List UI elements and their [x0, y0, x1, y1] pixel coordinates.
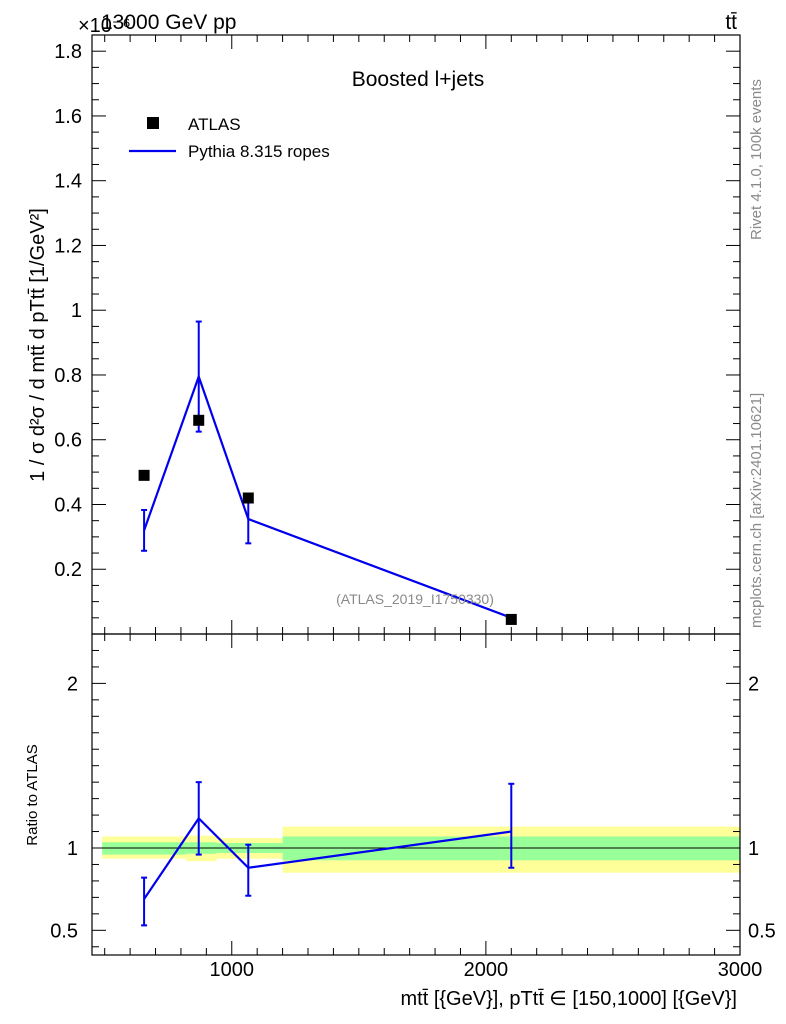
atlas-data-point	[242, 492, 254, 504]
x-tick-label: 1000	[210, 959, 255, 981]
ratio-plot-panel	[92, 781, 740, 927]
y-tick-label: 1.4	[54, 171, 82, 193]
rivet-version-label: Rivet 4.1.0, 100k events	[748, 79, 765, 240]
ratio-y-tick-label-right: 1	[748, 838, 759, 860]
y-tick-label: 1.8	[54, 41, 82, 63]
atlas-data-point	[138, 469, 150, 481]
ratio-y-tick-label-left: 1	[67, 838, 78, 860]
legend-label-pythia: Pythia 8.315 ropes	[188, 142, 330, 161]
header-right-title: tt̄	[725, 11, 737, 34]
atlas-data-point	[193, 414, 205, 426]
y-tick-label: 0.6	[54, 430, 82, 452]
axis-ticks: 1000 2000 3000 0.2 0.4 0.6 0.8 1 1.2 1.4 1.6 1.8 0.5…	[50, 34, 776, 981]
ratio-plot-frame	[91, 633, 741, 956]
mcplots-source-label: mcplots.cern.ch [arXiv:2401.10621]	[748, 393, 765, 628]
y-tick-label: 0.4	[54, 494, 82, 516]
legend-label-atlas: ATLAS	[188, 115, 241, 134]
y-tick-label: 0.8	[54, 365, 82, 387]
x-axis-label: mtt̄ [{GeV}], pTtt̄ ∈ [150,1000] [{GeV}]	[400, 988, 737, 1010]
pythia-series-line	[143, 373, 512, 619]
y-tick-label: 0.2	[54, 559, 82, 581]
ratio-y-tick-label-right: 2	[748, 673, 759, 695]
ratio-y-tick-label-left: 0.5	[50, 920, 78, 942]
y-tick-label: 1	[71, 300, 82, 322]
legend-marker-atlas	[147, 117, 159, 129]
header-left-title: 13000 GeV pp	[101, 11, 236, 34]
ratio-y-tick-label-left: 2	[67, 673, 78, 695]
y-tick-label: 1.2	[54, 235, 82, 257]
plot-title: Boosted l+jets	[352, 68, 485, 91]
y-tick-label: 1.6	[54, 106, 82, 128]
main-y-axis-label: 1 / σ d²σ / d mtt̄ d pTtt̄ [1/GeV²]	[27, 208, 49, 482]
y-multiplier-label: ×10⁻⁶	[78, 15, 131, 37]
pythia-ratio-line	[143, 816, 512, 900]
analysis-watermark: (ATLAS_2019_I1750330)	[336, 591, 494, 607]
ratio-y-tick-label-right: 0.5	[748, 920, 776, 942]
x-tick-label: 3000	[718, 959, 763, 981]
x-tick-label: 2000	[464, 959, 509, 981]
atlas-data-point	[505, 613, 517, 625]
ratio-y-axis-label: Ratio to ATLAS	[24, 744, 41, 845]
main-plot-panel	[138, 320, 517, 625]
